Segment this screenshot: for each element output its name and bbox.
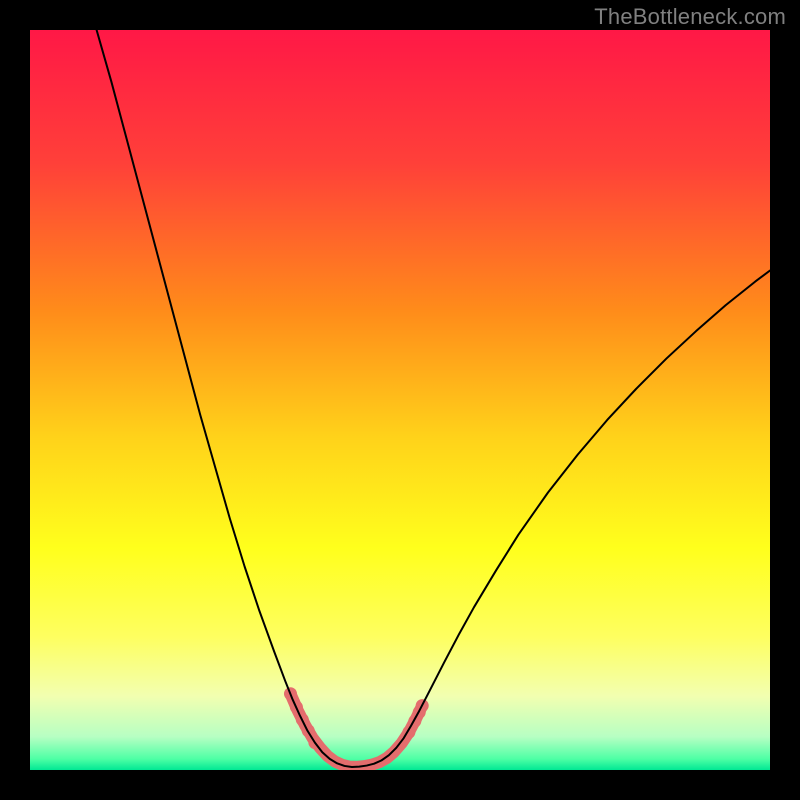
plot-area xyxy=(30,30,770,770)
watermark-text: TheBottleneck.com xyxy=(594,4,786,30)
outer-frame: TheBottleneck.com xyxy=(0,0,800,800)
chart-svg xyxy=(30,30,770,770)
gradient-background xyxy=(30,30,770,770)
